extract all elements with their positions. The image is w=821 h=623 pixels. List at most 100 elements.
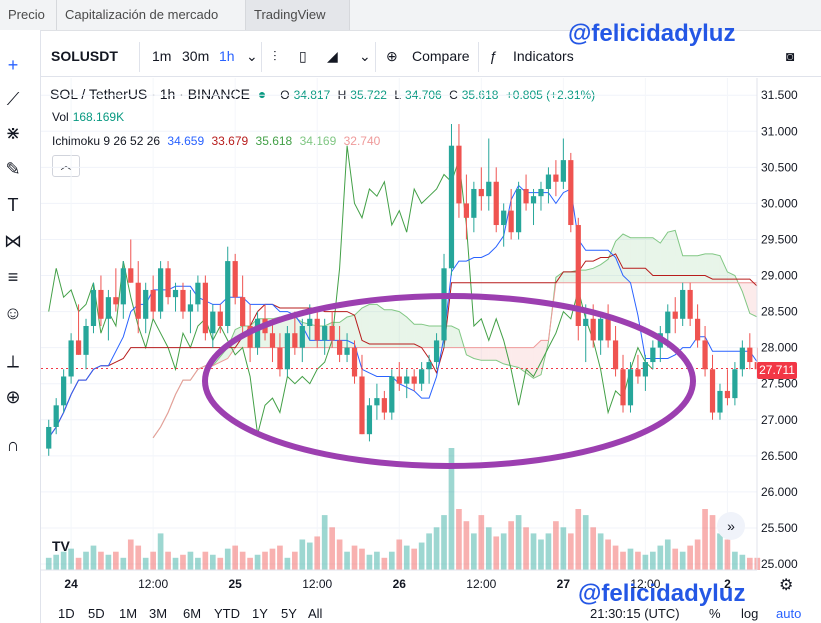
range-6m[interactable]: 6M bbox=[183, 606, 202, 621]
price-axis-label: 31.500 bbox=[761, 88, 798, 102]
pattern-icon[interactable]: ⋈ bbox=[4, 231, 22, 251]
ichimoku-cloud-segment bbox=[361, 304, 370, 348]
annotation-ellipse bbox=[202, 293, 696, 469]
clock-readout[interactable]: 21:30:15 (UTC) bbox=[590, 606, 680, 621]
volume-bar bbox=[165, 551, 171, 570]
volume-bar bbox=[590, 527, 597, 570]
candle-body bbox=[232, 261, 238, 298]
candle-body bbox=[530, 196, 537, 204]
smiley-icon[interactable]: ☺ bbox=[3, 303, 23, 323]
range-5y[interactable]: 5Y bbox=[281, 606, 297, 621]
volume-bar bbox=[418, 542, 425, 570]
chart-toolbar: SOLUSDT 1m 30m 1h ⌄ ⫶ ▯ ◢ ⌄ ⊕ Compare ƒ … bbox=[41, 38, 821, 77]
trendline-icon[interactable]: ⟋ bbox=[6, 89, 20, 109]
volume-bar bbox=[195, 557, 201, 570]
time-axis-label: 12:00 bbox=[466, 577, 496, 591]
range-1y[interactable]: 1Y bbox=[252, 606, 268, 621]
interval-1m[interactable]: 1m bbox=[152, 48, 172, 64]
volume-bar bbox=[538, 539, 544, 570]
settings-gear-icon[interactable]: ⚙ bbox=[779, 577, 794, 594]
candle-body bbox=[46, 426, 52, 449]
range-1m[interactable]: 1M bbox=[119, 606, 138, 621]
ichimoku-lagging-line bbox=[48, 145, 654, 435]
interval-30m[interactable]: 30m bbox=[182, 48, 210, 64]
candle-body bbox=[195, 282, 201, 305]
range-5d[interactable]: 5D bbox=[88, 606, 105, 621]
range-1d[interactable]: 1D bbox=[58, 606, 75, 621]
brush-icon[interactable]: ✎ bbox=[5, 159, 21, 179]
price-chart[interactable]: 31.500 31.000 30.500 30.000 29.500 29.000 28.5… bbox=[41, 78, 821, 600]
ichimoku-cloud-segment bbox=[697, 253, 706, 283]
ichimoku-cloud-segment bbox=[705, 253, 713, 283]
chevron-down-icon[interactable]: ⌄ bbox=[246, 48, 258, 64]
volume-bar bbox=[635, 551, 641, 570]
crosshair-icon[interactable]: + bbox=[7, 55, 19, 75]
ichimoku-cloud-segment bbox=[391, 309, 400, 348]
interval-1h[interactable]: 1h bbox=[219, 48, 235, 64]
range-all[interactable]: All bbox=[308, 606, 323, 621]
volume-bar bbox=[98, 551, 104, 570]
candle-body bbox=[344, 347, 350, 355]
volume-bar bbox=[515, 515, 522, 570]
magnet-icon[interactable]: ∩ bbox=[6, 435, 20, 455]
area-icon[interactable]: ◢ bbox=[327, 48, 338, 64]
scroll-to-realtime-button[interactable]: » bbox=[717, 512, 745, 540]
prediction-icon[interactable]: ≡ bbox=[7, 267, 19, 287]
candle-body bbox=[113, 297, 119, 305]
candle-body bbox=[277, 347, 283, 370]
percent-toggle[interactable]: % bbox=[709, 606, 721, 621]
volume-bar bbox=[530, 533, 537, 570]
volume-bar bbox=[113, 551, 119, 570]
candle-body bbox=[680, 289, 686, 319]
candle-body bbox=[627, 369, 634, 406]
volume-bar bbox=[75, 557, 82, 570]
volume-bar bbox=[388, 551, 395, 570]
candle-body bbox=[98, 289, 104, 319]
ichimoku-span-b-line bbox=[152, 282, 758, 439]
ichimoku-cloud-segment bbox=[719, 255, 728, 283]
candle-body bbox=[247, 326, 253, 348]
volume-bar bbox=[724, 539, 731, 570]
fib-icon[interactable]: ⋇ bbox=[5, 123, 21, 143]
compare-button[interactable]: Compare bbox=[412, 48, 470, 64]
tab-market-cap[interactable]: Capitalización de mercado bbox=[57, 0, 246, 30]
volume-bar bbox=[553, 521, 559, 570]
ichimoku-cloud-segment bbox=[488, 347, 497, 361]
candle-body bbox=[702, 340, 708, 370]
tab-precio[interactable]: Precio bbox=[0, 0, 57, 30]
volume-bar bbox=[381, 557, 388, 570]
tradingview-logo-icon: TV bbox=[52, 538, 70, 554]
volume-bar bbox=[732, 551, 738, 570]
chevron-down-icon[interactable]: ⌄ bbox=[359, 48, 371, 64]
text-icon[interactable]: T bbox=[7, 195, 19, 215]
volume-bar bbox=[567, 533, 574, 570]
time-axis-label: 2 bbox=[724, 577, 731, 591]
bars-icon[interactable]: ⫶ bbox=[273, 48, 277, 64]
ichimoku-cloud-segment bbox=[690, 255, 698, 283]
volume-bar bbox=[209, 554, 216, 570]
tab-tradingview[interactable]: TradingView bbox=[246, 0, 350, 30]
compare-plus-icon[interactable]: ⊕ bbox=[386, 48, 398, 64]
price-axis-label: 27.500 bbox=[761, 377, 798, 391]
candle-body bbox=[463, 203, 470, 218]
zoom-icon[interactable]: ⊕ bbox=[5, 387, 21, 407]
symbol-label[interactable]: SOLUSDT bbox=[51, 48, 118, 64]
price-axis-label: 27.000 bbox=[761, 413, 798, 427]
ichimoku-cloud-segment bbox=[220, 347, 228, 363]
candles-icon[interactable]: ▯ bbox=[299, 48, 307, 64]
indicators-button[interactable]: Indicators bbox=[513, 48, 574, 64]
ichimoku-span-b: 32.740 bbox=[343, 134, 381, 148]
volume-bar bbox=[448, 448, 455, 570]
camera-icon[interactable]: ◙ bbox=[786, 48, 795, 64]
collapse-legend-button[interactable]: ︿ bbox=[52, 155, 80, 177]
range-3m[interactable]: 3M bbox=[149, 606, 168, 621]
ichimoku-cloud-segment bbox=[623, 234, 631, 283]
log-toggle[interactable]: log bbox=[741, 606, 759, 621]
ruler-icon[interactable]: ⟂ bbox=[6, 351, 19, 371]
candle-body bbox=[724, 390, 731, 399]
auto-toggle[interactable]: auto bbox=[776, 606, 802, 621]
candle-body bbox=[553, 174, 559, 182]
indicators-icon[interactable]: ƒ bbox=[489, 48, 497, 64]
volume-bar bbox=[90, 545, 97, 570]
range-ytd[interactable]: YTD bbox=[214, 606, 240, 621]
